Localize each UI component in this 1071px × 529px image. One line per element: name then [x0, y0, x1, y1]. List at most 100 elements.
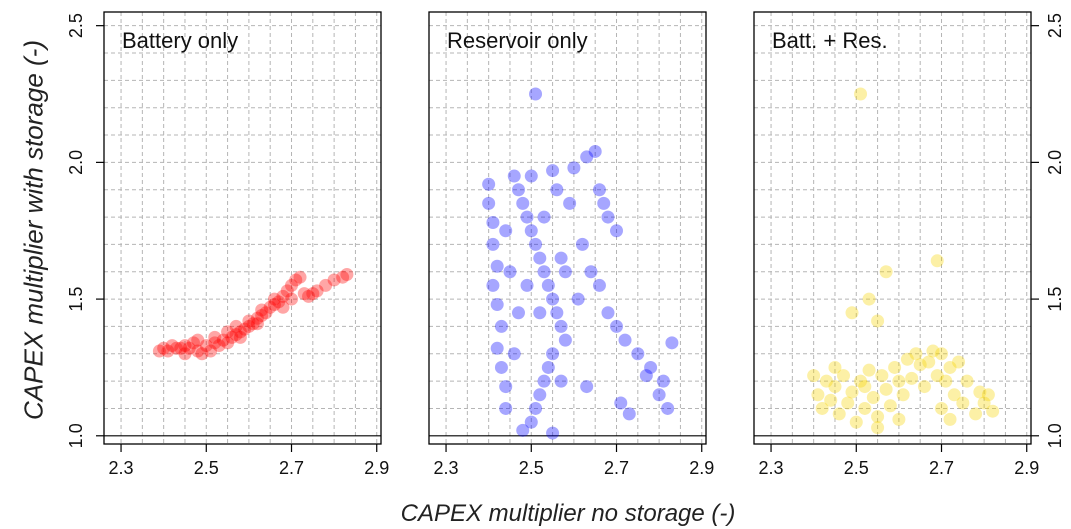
- data-point: [977, 396, 991, 410]
- data-point: [644, 360, 658, 374]
- data-point: [494, 360, 508, 374]
- data-point: [533, 306, 547, 320]
- data-point: [229, 319, 243, 333]
- data-point: [558, 333, 572, 347]
- data-point: [516, 423, 530, 437]
- data-point: [871, 421, 885, 435]
- panel-title: Batt. + Res.: [772, 28, 888, 53]
- data-point: [161, 344, 175, 358]
- data-point: [943, 412, 957, 426]
- data-point: [204, 344, 218, 358]
- data-point: [285, 278, 299, 292]
- data-point: [250, 311, 264, 325]
- panel-frame: [428, 11, 707, 445]
- data-point: [824, 393, 838, 407]
- data-point: [554, 319, 568, 333]
- data-point: [529, 401, 543, 415]
- data-point: [665, 336, 679, 350]
- data-point: [554, 374, 568, 388]
- data-point: [165, 339, 179, 353]
- data-point: [533, 251, 547, 265]
- data-point: [272, 295, 286, 309]
- x-tick-label: 2.5: [844, 458, 869, 478]
- data-point: [900, 352, 914, 366]
- data-point: [524, 169, 538, 183]
- data-point: [661, 401, 675, 415]
- data-point: [221, 325, 235, 339]
- data-point: [246, 317, 260, 331]
- data-point: [499, 224, 513, 238]
- data-point: [233, 330, 247, 344]
- data-point: [255, 303, 269, 317]
- data-point: [930, 369, 944, 383]
- data-point: [195, 347, 209, 361]
- data-point: [845, 385, 859, 399]
- data-point: [208, 336, 222, 350]
- data-point: [879, 265, 893, 279]
- y-tick-label: 2.0: [66, 150, 86, 175]
- data-point: [511, 183, 525, 197]
- data-point: [276, 289, 290, 303]
- data-point: [507, 347, 521, 361]
- data-point: [238, 322, 252, 336]
- data-point: [875, 369, 889, 383]
- data-point: [490, 341, 504, 355]
- data-point: [486, 237, 500, 251]
- data-point: [152, 344, 166, 358]
- data-point: [592, 183, 606, 197]
- data-point: [221, 336, 235, 350]
- data-point: [267, 292, 281, 306]
- data-point: [529, 87, 543, 101]
- data-point: [533, 388, 547, 402]
- y-tick-label: 2.5: [66, 13, 86, 38]
- data-point: [631, 347, 645, 361]
- panel-frame: [753, 11, 1032, 445]
- data-point: [849, 415, 863, 429]
- data-point: [494, 319, 508, 333]
- data-point: [267, 298, 281, 312]
- x-tick-label: 2.5: [194, 458, 219, 478]
- data-point: [588, 144, 602, 158]
- data-point: [546, 347, 560, 361]
- data-point: [563, 196, 577, 210]
- data-point: [541, 360, 555, 374]
- data-point: [601, 210, 615, 224]
- data-point: [306, 287, 320, 301]
- data-point: [580, 150, 594, 164]
- data-point: [541, 278, 555, 292]
- data-point: [871, 410, 885, 424]
- data-point: [169, 341, 183, 355]
- data-point: [618, 333, 632, 347]
- y-axis-label: CAPEX multiplier with storage (-): [18, 40, 49, 420]
- data-point: [520, 278, 534, 292]
- panel-frame: [103, 11, 382, 445]
- data-point: [567, 161, 581, 175]
- data-point: [229, 328, 243, 342]
- data-point: [212, 339, 226, 353]
- data-point: [935, 347, 949, 361]
- y-tick-label: 1.0: [66, 423, 86, 448]
- data-point: [986, 404, 1000, 418]
- data-point: [507, 169, 521, 183]
- y-tick-label: 1.5: [66, 287, 86, 312]
- x-tick-label: 2.9: [1014, 458, 1039, 478]
- data-point: [952, 355, 966, 369]
- data-point: [482, 177, 496, 191]
- data-point: [276, 300, 290, 314]
- data-point: [969, 407, 983, 421]
- data-point: [199, 339, 213, 353]
- data-point: [819, 374, 833, 388]
- data-point: [310, 284, 324, 298]
- data-point: [186, 336, 200, 350]
- data-point: [592, 278, 606, 292]
- data-point: [862, 363, 876, 377]
- data-point: [520, 210, 534, 224]
- data-point: [558, 265, 572, 279]
- data-point: [546, 426, 560, 440]
- y-tick-label: 1.5: [1045, 287, 1065, 312]
- data-point: [537, 265, 551, 279]
- data-point: [259, 306, 273, 320]
- data-point: [973, 385, 987, 399]
- data-point: [216, 333, 230, 347]
